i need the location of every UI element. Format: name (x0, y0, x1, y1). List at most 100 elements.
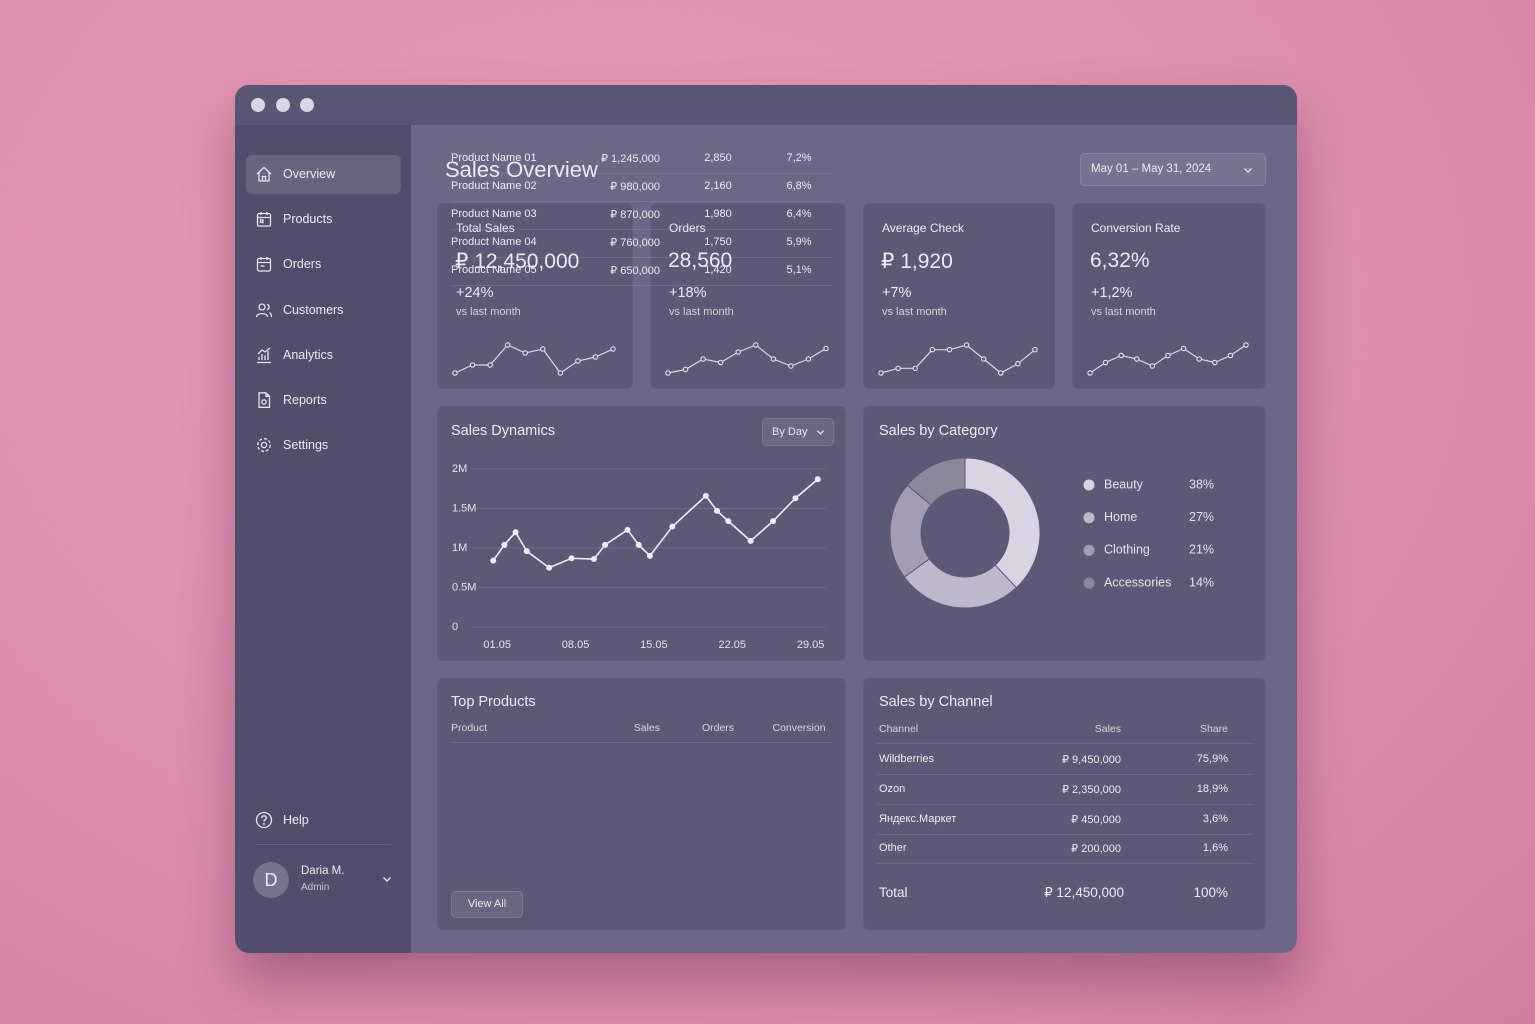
column-header: Orders (701, 722, 735, 734)
sparkline-point (1227, 352, 1234, 359)
sparkline-line (880, 344, 1036, 374)
sidebar: Overview Products Orders Customers Analytics… (235, 125, 411, 953)
table-cell: Product Name 02 (451, 180, 537, 192)
nav-item[interactable]: Analytics (246, 336, 401, 375)
help-icon (255, 811, 273, 829)
avatar[interactable]: D (253, 862, 289, 898)
table-cell: 5,9% (786, 236, 812, 248)
table-cell: ₽ 760,000 (610, 237, 660, 249)
icon-shape (1244, 168, 1252, 173)
sparkline-point (823, 345, 829, 352)
dropdown-chevron (1244, 168, 1252, 173)
column-header: Product (451, 722, 488, 734)
sales-dynamics-card: Sales Dynamics By Day (437, 406, 846, 661)
table-cell: 6,4% (786, 208, 812, 220)
table-cell: 2,160 (704, 180, 732, 192)
sparkline-point (1212, 359, 1218, 366)
window-maximize[interactable] (300, 98, 314, 112)
table-cell: 1,980 (704, 208, 732, 220)
row-divider (877, 774, 1252, 775)
sparkline-point (963, 342, 970, 348)
window-minimize[interactable] (276, 98, 290, 112)
sparkline-point (557, 370, 564, 376)
table-cell: Other (879, 842, 907, 854)
nav-icon (256, 257, 272, 272)
nav-label: Settings (283, 438, 329, 452)
nav-icon (258, 392, 271, 408)
sparkline (452, 342, 616, 376)
column-header: Sales (1094, 723, 1121, 735)
sparkline-point (1087, 370, 1093, 376)
table-cell: Яндекс.Маркет (879, 813, 957, 825)
kpi-value: 6,32% (1090, 249, 1150, 272)
user-menu-chevron[interactable] (382, 875, 392, 883)
sparkline-point (998, 370, 1004, 376)
dropdown-chevron (816, 430, 825, 435)
help-link[interactable]: Help (246, 801, 401, 840)
table-cell: 1,420 (704, 264, 732, 276)
sparkline-point (753, 342, 759, 348)
top-products-card: Top Products View All Product Sales Orders… (437, 152, 846, 930)
sales-by-category-card: Sales by Category (863, 406, 1266, 661)
sparkline (1087, 342, 1249, 376)
kpi-label: Total Sales (456, 221, 515, 235)
table-cell: 3,6% (1202, 813, 1228, 825)
app-window: Overview Products Orders Customers Analytics… (235, 85, 1297, 953)
row-divider (451, 201, 832, 202)
sparkline-point (980, 356, 987, 362)
icon-shape (261, 399, 267, 405)
card-title: Sales by Category (879, 423, 998, 439)
table-cell: Ozon (879, 783, 906, 795)
nav-label: Analytics (283, 348, 334, 362)
table-cell: ₽ 2,350,000 (1062, 784, 1121, 796)
nav-item[interactable]: Reports (246, 381, 401, 420)
nav-icon (257, 347, 271, 364)
kpi-label: Orders (669, 221, 706, 235)
nav-item[interactable]: Overview (246, 155, 401, 194)
nav-item[interactable]: Products (246, 200, 401, 239)
row-divider (877, 804, 1252, 805)
table-cell: 5,1% (786, 264, 812, 276)
icon-shape (257, 438, 271, 452)
nav-item[interactable]: Orders (246, 245, 401, 284)
page-title: Sales Overview (445, 157, 598, 182)
total-cell: ₽ 12,450,000 (1044, 885, 1124, 900)
card-title: Sales Dynamics (451, 423, 555, 439)
sparkline-point (1118, 352, 1124, 359)
table-cell: ₽ 650,000 (610, 265, 660, 277)
icon-shape (256, 212, 272, 227)
nav-item[interactable]: Customers (246, 291, 401, 330)
window-close[interactable] (251, 98, 265, 112)
nav-item[interactable]: Settings (246, 426, 401, 465)
user-role: Admin (301, 882, 330, 893)
icon-shape (383, 877, 391, 882)
help-label: Help (283, 813, 309, 827)
period-selector[interactable]: By Day (762, 418, 834, 446)
kpi-change: +7% (882, 285, 912, 301)
sparkline-line (454, 344, 614, 374)
icon-shape (257, 347, 271, 364)
table-cell: Product Name 04 (451, 236, 537, 248)
button-label: View All (467, 898, 507, 910)
row-divider (877, 834, 1252, 835)
sparkline-point (788, 363, 794, 369)
sparkline-point (592, 354, 599, 360)
table-cell: 18,9% (1196, 783, 1228, 795)
kpi-note: vs last month (669, 306, 734, 318)
date-range-picker[interactable]: May 01 – May 31, 2024 (1080, 153, 1266, 186)
sparkline-line (1089, 344, 1247, 374)
kpi-value: ₽ 1,920 (881, 250, 953, 273)
sparkline-point (805, 356, 812, 362)
column-header: Conversion (772, 722, 826, 734)
sparkline-point (912, 365, 918, 372)
icon-shape (261, 175, 267, 181)
table-cell: 1,750 (704, 236, 732, 248)
table-cell: Product Name 01 (451, 152, 537, 164)
sparkline-point (504, 342, 511, 348)
view-all-button[interactable]: View All (451, 891, 523, 918)
icon-shape (261, 815, 267, 822)
row-divider (877, 743, 1252, 744)
sparkline-point (1032, 346, 1038, 353)
